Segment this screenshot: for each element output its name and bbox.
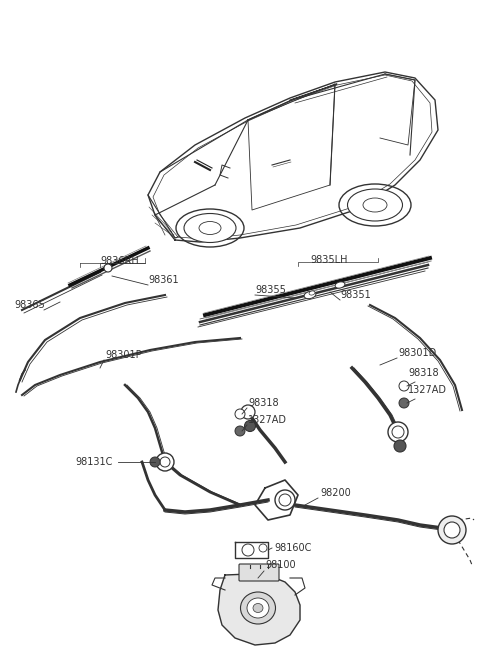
Text: 1327AD: 1327AD [248,415,287,425]
Ellipse shape [394,440,406,452]
Text: 98318: 98318 [248,398,278,408]
Text: 98100: 98100 [265,560,296,570]
Text: 98361: 98361 [148,275,179,285]
Ellipse shape [240,592,276,624]
Ellipse shape [235,426,245,436]
Ellipse shape [235,409,245,419]
Ellipse shape [399,398,409,408]
Ellipse shape [150,457,160,467]
Text: 98301D: 98301D [398,348,436,358]
Ellipse shape [438,516,466,544]
Text: 98318: 98318 [408,368,439,378]
Ellipse shape [399,381,409,391]
Ellipse shape [348,189,403,221]
Text: 98301P: 98301P [105,350,142,360]
Text: 1327AD: 1327AD [408,385,447,395]
Text: 9836RH: 9836RH [100,256,139,266]
Ellipse shape [199,222,221,235]
Text: 98365: 98365 [14,300,45,310]
Ellipse shape [444,522,460,538]
Ellipse shape [279,494,291,506]
FancyBboxPatch shape [239,564,279,581]
Ellipse shape [339,184,411,226]
Ellipse shape [241,405,255,419]
Ellipse shape [304,291,316,298]
Ellipse shape [244,421,255,431]
Ellipse shape [309,291,315,295]
Ellipse shape [156,453,174,471]
Text: 98351: 98351 [340,290,371,300]
Ellipse shape [242,544,254,556]
Polygon shape [218,574,300,645]
Ellipse shape [259,544,267,552]
Ellipse shape [176,209,244,247]
Text: 98200: 98200 [320,488,351,498]
Ellipse shape [363,198,387,212]
Ellipse shape [160,457,170,467]
Text: 98131C: 98131C [75,457,112,467]
Ellipse shape [388,422,408,442]
Ellipse shape [184,214,236,243]
Text: 9835LH: 9835LH [310,255,348,265]
Ellipse shape [392,426,404,438]
Ellipse shape [247,598,269,618]
Ellipse shape [275,490,295,510]
Ellipse shape [253,603,263,612]
Text: 98355: 98355 [255,285,286,295]
Text: 98160C: 98160C [274,543,312,553]
Ellipse shape [104,264,112,272]
Ellipse shape [335,282,345,288]
